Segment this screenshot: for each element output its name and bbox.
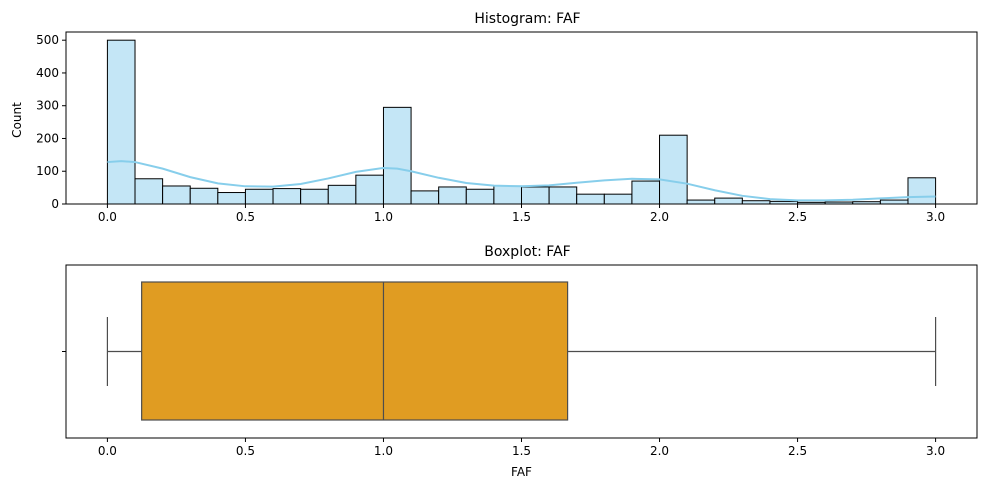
histogram-x-tick-label: 3.0: [926, 210, 945, 224]
histogram-x-tick-label: 2.0: [650, 210, 669, 224]
boxplot-box: [141, 281, 569, 421]
histogram-bar: [355, 174, 384, 205]
histogram-y-tick-label: 500: [36, 33, 59, 47]
histogram-x-tick-label: 1.5: [512, 210, 531, 224]
boxplot-x-tick-label: 0.5: [236, 444, 255, 458]
histogram-bar: [162, 185, 191, 205]
boxplot-x-tick-label: 1.0: [374, 444, 393, 458]
histogram-bar: [382, 106, 412, 205]
histogram-bar: [465, 188, 495, 205]
boxplot-x-tick-label: 0.0: [98, 444, 117, 458]
histogram-bar: [686, 199, 716, 205]
histogram-axes: Histogram: FAF Count 0.0 0.5 1.0 1.5 2.0 2.5 3…: [10, 11, 978, 224]
boxplot-x-ticks: 0.0 0.5 1.0 1.5 2.0 2.5 3.0: [98, 438, 945, 458]
histogram-y-tick-label: 300: [36, 99, 59, 113]
histogram-bar: [244, 188, 274, 205]
histogram-bar: [438, 186, 467, 205]
histogram-bar: [603, 193, 633, 205]
histogram-bar: [134, 178, 164, 205]
histogram-y-ticks: 0 100 200 300 400 500: [36, 33, 66, 211]
boxplot-x-axis-label: FAF: [511, 465, 532, 479]
histogram-bar: [659, 134, 688, 205]
histogram-y-tick-label: 200: [36, 131, 59, 145]
histogram-frame: [65, 31, 978, 205]
histogram-kde-line: [107, 160, 936, 202]
histogram-bar: [217, 192, 246, 205]
histogram-y-tick-label: 0: [51, 197, 59, 211]
histogram-y-tick-label: 400: [36, 66, 59, 80]
histogram-x-tick-label: 0.5: [236, 210, 255, 224]
boxplot-marks: [106, 281, 937, 421]
boxplot-x-tick-label: 3.0: [926, 444, 945, 458]
histogram-title: Histogram: FAF: [474, 11, 580, 27]
histogram-bar: [327, 184, 357, 205]
histogram-bar: [714, 197, 743, 205]
histogram-x-tick-label: 1.0: [374, 210, 393, 224]
boxplot-frame: [65, 264, 978, 439]
boxplot-axes: Boxplot: FAF 0.0 0.5 1.0 1.5 2.0 2.5 3.0 FAF: [62, 244, 978, 479]
boxplot-x-tick-label: 1.5: [512, 444, 531, 458]
histogram-bar: [548, 186, 578, 205]
boxplot-x-tick-label: 2.0: [650, 444, 669, 458]
histogram-bar: [576, 193, 605, 205]
histogram-bar: [272, 188, 302, 205]
histogram-bar: [410, 190, 440, 205]
histogram-bar: [493, 185, 523, 205]
boxplot-x-tick-label: 2.5: [788, 444, 807, 458]
histogram-bar: [907, 177, 937, 205]
histogram-x-tick-label: 0.0: [98, 210, 117, 224]
histogram-bar: [631, 180, 661, 205]
boxplot-title: Boxplot: FAF: [484, 244, 570, 260]
histogram-bar: [106, 39, 136, 205]
histogram-bar: [300, 188, 329, 205]
histogram-bar: [521, 186, 550, 205]
histogram-bar: [189, 187, 219, 205]
histogram-bar: [879, 199, 909, 205]
histogram-y-axis-label: Count: [10, 102, 24, 138]
histogram-y-tick-label: 100: [36, 164, 59, 178]
histogram-x-ticks: 0.0 0.5 1.0 1.5 2.0 2.5 3.0: [98, 204, 945, 224]
histogram-bars: [106, 39, 937, 205]
histogram-x-tick-label: 2.5: [788, 210, 807, 224]
